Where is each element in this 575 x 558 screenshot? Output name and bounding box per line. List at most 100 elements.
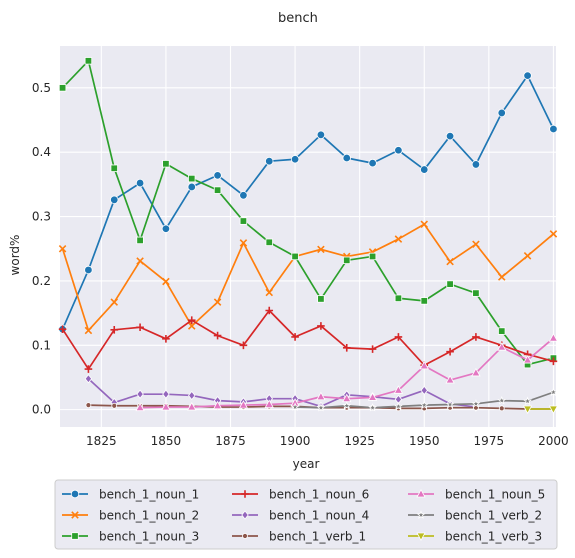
data-point — [497, 395, 507, 405]
data-point — [188, 390, 196, 401]
legend-item: bench_1_noun_4 — [232, 509, 369, 523]
data-point — [239, 191, 248, 200]
data-point — [136, 236, 144, 245]
data-point — [498, 327, 506, 335]
series-bench_1_noun_3 — [58, 57, 558, 369]
data-point — [548, 333, 559, 342]
data-point — [549, 230, 558, 238]
data-point — [523, 71, 532, 80]
data-point — [548, 405, 559, 415]
data-point — [136, 389, 144, 399]
data-point — [212, 400, 223, 410]
data-point — [471, 399, 481, 408]
data-point — [213, 186, 222, 194]
data-point — [420, 165, 429, 174]
data-point — [471, 367, 481, 377]
data-point — [291, 333, 299, 341]
data-point — [187, 316, 196, 324]
series-line — [61, 309, 554, 370]
x-tick-label: 1825 — [86, 434, 117, 448]
data-point — [110, 164, 118, 172]
data-point — [265, 238, 273, 246]
data-point — [342, 401, 352, 410]
data-point — [498, 405, 505, 412]
data-point — [549, 357, 558, 366]
data-point — [187, 182, 196, 192]
x-tick-label: 1925 — [344, 434, 375, 448]
legend-item: bench_1_noun_3 — [62, 530, 199, 544]
x-tick-label: 1875 — [215, 434, 246, 448]
data-point — [393, 385, 404, 394]
x-axis-label: year — [293, 457, 320, 471]
data-point — [265, 157, 274, 166]
data-point — [110, 298, 119, 306]
data-point — [446, 347, 454, 356]
data-point — [213, 171, 222, 180]
data-point — [342, 344, 351, 352]
y-tick-label: 0.4 — [32, 145, 51, 159]
chart-title: bench — [278, 11, 318, 26]
x-tick-label: 2000 — [538, 434, 569, 448]
series-bench_1_noun_5 — [135, 333, 559, 412]
data-point — [265, 288, 274, 297]
series-bench_1_noun_6 — [58, 306, 558, 373]
legend-item: bench_1_noun_2 — [62, 509, 199, 523]
data-point — [343, 256, 351, 265]
data-point — [317, 295, 325, 303]
legend-marker — [416, 510, 426, 519]
legend-label: bench_1_noun_6 — [269, 488, 369, 502]
data-point — [368, 345, 377, 353]
data-point — [445, 399, 455, 409]
data-point — [368, 252, 377, 261]
data-point — [84, 374, 93, 384]
y-tick-label: 0.2 — [32, 274, 51, 288]
data-point — [368, 402, 378, 412]
data-point — [419, 400, 429, 409]
x-tick-labels: 1825 1850 1875 1900 1925 1950 1975 2000 — [86, 434, 569, 448]
data-point — [135, 178, 145, 188]
x-tick-label: 1950 — [409, 434, 440, 448]
legend-marker — [416, 488, 426, 498]
legend-item: bench_1_noun_1 — [62, 488, 199, 502]
data-point — [471, 160, 481, 169]
legend-marker — [241, 490, 249, 498]
data-point — [188, 174, 196, 183]
y-tick-label: 0.3 — [32, 210, 51, 224]
data-point — [135, 402, 145, 412]
series-group — [58, 57, 559, 415]
legend-marker — [71, 511, 79, 519]
series-line — [87, 378, 477, 408]
legend-item: bench_1_noun_5 — [408, 488, 545, 502]
data-point — [290, 155, 300, 164]
data-point — [316, 391, 326, 401]
data-point — [420, 220, 429, 229]
data-point — [548, 387, 558, 397]
x-tick-label: 1850 — [151, 434, 182, 448]
data-point — [420, 385, 428, 395]
data-point — [342, 153, 351, 163]
legend-item: bench_1_noun_6 — [232, 488, 369, 502]
legend-label: bench_1_verb_2 — [445, 509, 542, 523]
data-point — [317, 322, 325, 330]
data-point — [162, 160, 170, 168]
data-point — [161, 224, 171, 233]
legend-label: bench_1_verb_1 — [269, 530, 366, 544]
y-axis-label: word% — [8, 235, 22, 276]
y-tick-labels: 0.0 0.1 0.2 0.3 0.4 0.5 — [32, 81, 51, 417]
data-point — [187, 402, 197, 411]
data-point — [110, 195, 119, 205]
data-point — [497, 342, 507, 351]
data-point — [446, 257, 454, 266]
data-point — [472, 333, 480, 341]
grid — [60, 46, 556, 427]
x-tick-label: 1975 — [474, 434, 505, 448]
legend-label: bench_1_noun_3 — [99, 530, 199, 544]
data-point — [290, 402, 300, 411]
data-point — [239, 341, 248, 350]
data-point — [472, 240, 480, 248]
data-point — [317, 245, 325, 254]
legend-marker — [416, 532, 426, 542]
y-tick-label: 0.1 — [32, 338, 51, 352]
data-point — [84, 57, 93, 65]
